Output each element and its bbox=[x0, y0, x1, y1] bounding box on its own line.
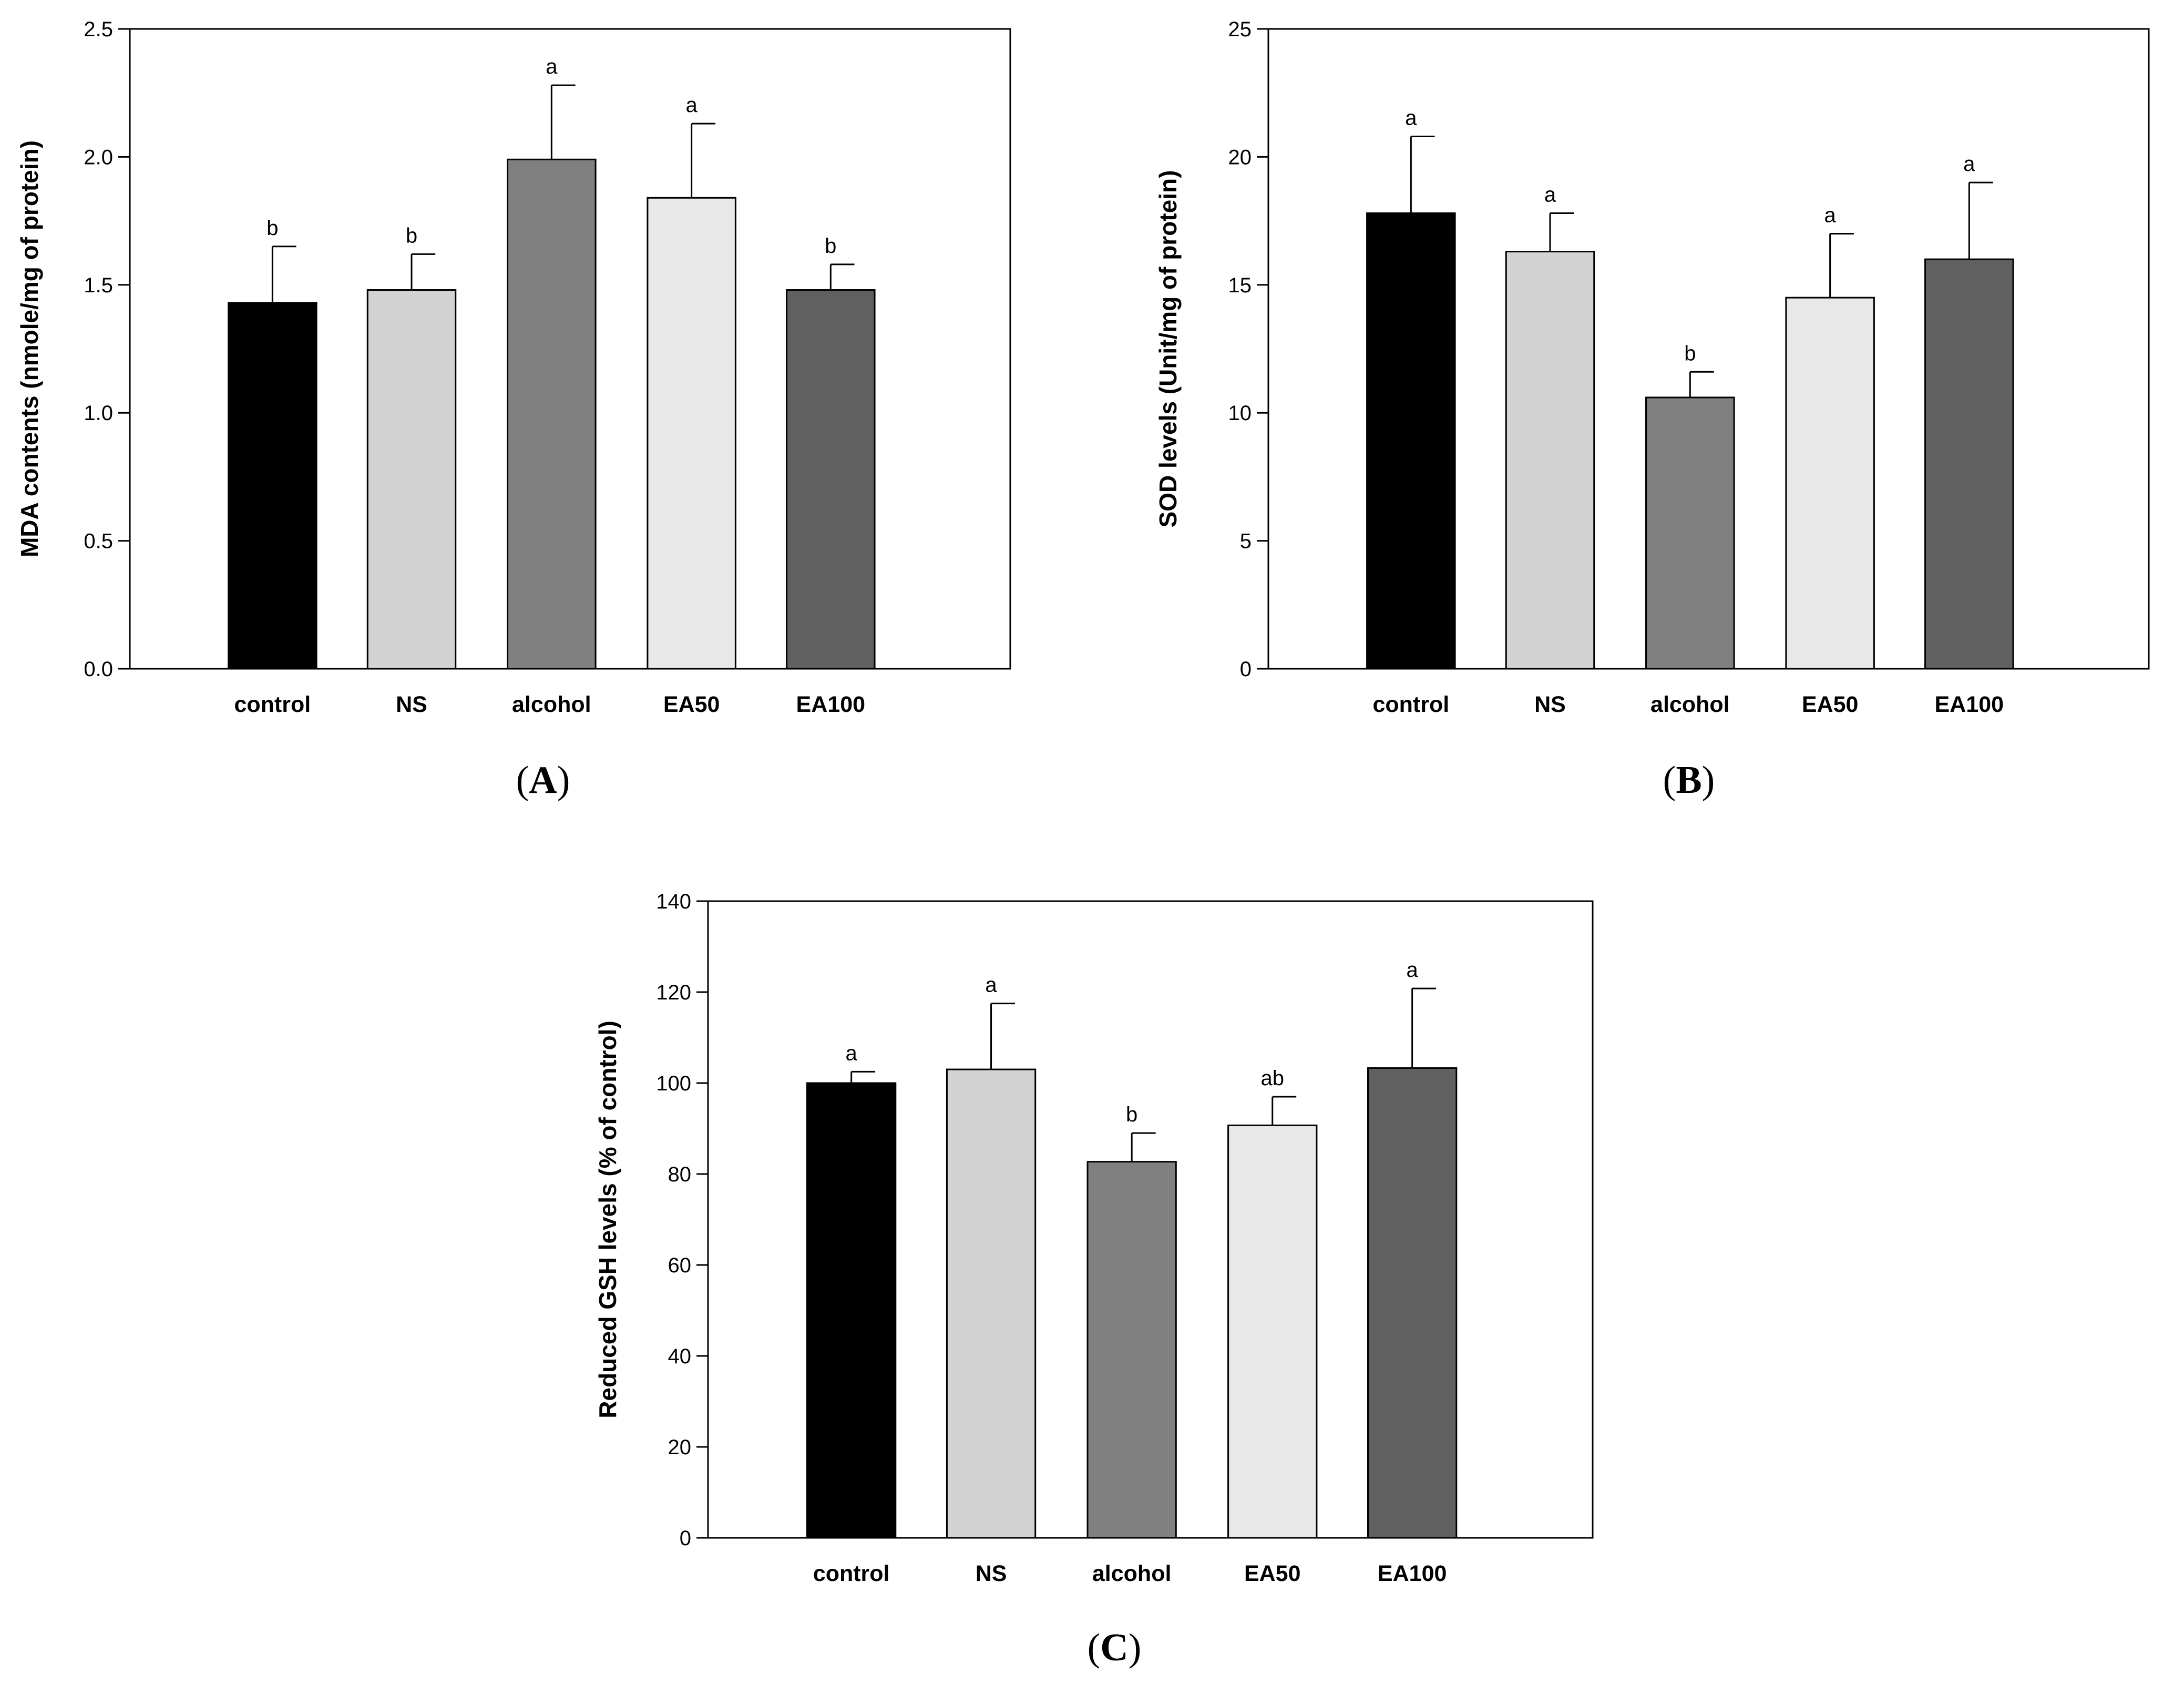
x-category-label: control bbox=[813, 1561, 890, 1586]
bar-ns bbox=[366, 289, 457, 670]
panel-label-open: ( bbox=[1663, 759, 1676, 802]
bar-ea100 bbox=[1924, 258, 2014, 670]
significance-label: ab bbox=[1261, 1067, 1285, 1090]
panel-label-open: ( bbox=[1088, 1626, 1101, 1669]
bar-ea100 bbox=[786, 289, 876, 670]
bar-ea100 bbox=[1367, 1067, 1458, 1539]
bar-control bbox=[1366, 212, 1456, 670]
significance-label: a bbox=[985, 974, 997, 997]
panel-label-open: ( bbox=[516, 759, 529, 802]
panel-label-close: ) bbox=[1129, 1626, 1142, 1669]
panel-label: (A) bbox=[516, 759, 570, 802]
y-tick-label: 1.5 bbox=[84, 274, 113, 297]
significance-label: a bbox=[1963, 152, 1975, 176]
significance-label: a bbox=[1405, 106, 1417, 129]
x-category-label: NS bbox=[396, 692, 427, 717]
chart-panel-b: 0 5 10 15 20 25 SOD levels (Unit/mg of protein… bbox=[1154, 18, 2150, 802]
bar-control bbox=[228, 302, 317, 670]
y-tick-label: 2.0 bbox=[84, 146, 113, 169]
x-category-label: EA50 bbox=[1802, 692, 1859, 717]
panel-label-letter: B bbox=[1676, 759, 1701, 802]
x-category-label: EA50 bbox=[663, 692, 720, 717]
y-tick-label: 40 bbox=[668, 1345, 692, 1368]
y-tick-label: 2.5 bbox=[84, 18, 113, 41]
panel-label-letter: C bbox=[1100, 1626, 1128, 1669]
y-tick-label: 15 bbox=[1228, 274, 1252, 297]
bar-alcohol bbox=[1086, 1161, 1177, 1539]
significance-label: b bbox=[825, 234, 836, 258]
bar-alcohol bbox=[1645, 396, 1735, 670]
panel-label-close: ) bbox=[557, 759, 570, 802]
x-category-label: NS bbox=[1534, 692, 1566, 717]
y-tick-label: 60 bbox=[668, 1254, 692, 1277]
panel-label-letter: A bbox=[529, 759, 557, 802]
bar-alcohol bbox=[507, 158, 597, 670]
bar-ns bbox=[1505, 251, 1595, 670]
y-tick-label: 1.0 bbox=[84, 402, 113, 425]
bar-ns bbox=[946, 1068, 1037, 1539]
y-tick-label: 10 bbox=[1228, 402, 1252, 425]
significance-label: a bbox=[1544, 183, 1556, 206]
y-tick-label: 0 bbox=[680, 1527, 691, 1550]
chart-panel-c: 0 20 40 60 80 100 120 140 Reduced GSH levels (% … bbox=[594, 890, 1594, 1669]
significance-label: a bbox=[846, 1042, 858, 1065]
y-tick-label: 100 bbox=[656, 1072, 691, 1095]
x-category-label: control bbox=[1372, 692, 1449, 717]
significance-label: a bbox=[1824, 203, 1837, 227]
bar-control bbox=[806, 1082, 897, 1539]
y-tick-label: 20 bbox=[1228, 146, 1252, 169]
significance-label: a bbox=[546, 55, 558, 78]
significance-label: a bbox=[686, 94, 698, 117]
x-category-label: EA100 bbox=[1935, 692, 2004, 717]
charts: 0.0 0.5 1.0 1.5 2.0 2.5 MDA contents (nmole/mg… bbox=[16, 18, 2150, 1669]
y-tick-label: 20 bbox=[668, 1436, 692, 1459]
significance-label: a bbox=[1407, 958, 1419, 982]
y-tick-label: 80 bbox=[668, 1163, 692, 1186]
y-tick-label: 0.0 bbox=[84, 658, 113, 681]
panel-label: (B) bbox=[1663, 759, 1715, 802]
panel-label-close: ) bbox=[1702, 759, 1715, 802]
y-tick-label: 120 bbox=[656, 981, 691, 1004]
x-category-label: EA50 bbox=[1244, 1561, 1301, 1586]
x-category-label: alcohol bbox=[1092, 1561, 1172, 1586]
chart-panel-a: 0.0 0.5 1.0 1.5 2.0 2.5 MDA contents (nmole/mg… bbox=[16, 18, 1011, 802]
y-axis-title: MDA contents (nmole/mg of protein) bbox=[16, 140, 43, 557]
y-tick-label: 0 bbox=[1240, 658, 1252, 681]
significance-label: b bbox=[1684, 342, 1696, 365]
y-tick-label: 5 bbox=[1240, 530, 1252, 553]
x-category-label: control bbox=[234, 692, 311, 717]
x-category-label: EA100 bbox=[1378, 1561, 1447, 1586]
y-tick-label: 0.5 bbox=[84, 530, 113, 553]
x-category-label: alcohol bbox=[1650, 692, 1730, 717]
x-category-label: NS bbox=[976, 1561, 1007, 1586]
panel-label: (C) bbox=[1088, 1626, 1142, 1669]
bar-ea50 bbox=[647, 197, 736, 670]
significance-label: b bbox=[266, 217, 278, 240]
y-axis-title: SOD levels (Unit/mg of protein) bbox=[1154, 170, 1182, 528]
y-tick-label: 25 bbox=[1228, 18, 1252, 41]
y-axis-title: Reduced GSH levels (% of control) bbox=[594, 1020, 621, 1418]
significance-label: b bbox=[406, 224, 417, 247]
significance-label: b bbox=[1126, 1103, 1137, 1126]
bar-ea50 bbox=[1227, 1124, 1318, 1539]
bar-ea50 bbox=[1785, 297, 1875, 670]
x-category-label: alcohol bbox=[512, 692, 591, 717]
y-tick-label: 140 bbox=[656, 890, 691, 913]
x-category-label: EA100 bbox=[796, 692, 865, 717]
